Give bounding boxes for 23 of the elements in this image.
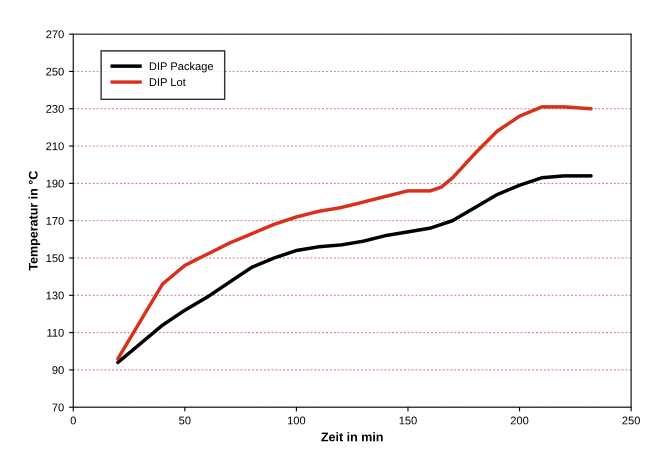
x-tick-label: 250 <box>622 416 640 424</box>
line-series <box>116 174 593 364</box>
x-tick-label: 150 <box>400 416 417 424</box>
y-tick-label: 150 <box>46 254 64 262</box>
legend-label: DIP Lot <box>150 78 186 86</box>
x-tick-label: 0 <box>70 416 76 424</box>
y-tick-label: 210 <box>46 142 64 150</box>
y-axis-title: Temperatur in °C <box>28 171 40 270</box>
y-tick-label: 250 <box>46 68 64 76</box>
y-tick-label: 110 <box>47 328 64 337</box>
x-tick-label: 200 <box>510 416 528 424</box>
y-tick-label: 90 <box>52 366 64 374</box>
x-tick-label: 50 <box>179 416 191 424</box>
y-tick-label: 270 <box>46 30 64 38</box>
y-tick-label: 170 <box>46 216 64 225</box>
legend-label: DIP Package <box>150 62 214 72</box>
line-series <box>116 105 593 360</box>
y-tick-label: 230 <box>46 105 64 113</box>
y-tick-label: 130 <box>46 292 64 300</box>
x-axis-title: Zeit in min <box>321 432 383 442</box>
x-tick-label: 100 <box>288 416 306 424</box>
y-tick-label: 70 <box>52 403 64 412</box>
y-tick-label: 190 <box>46 180 64 188</box>
